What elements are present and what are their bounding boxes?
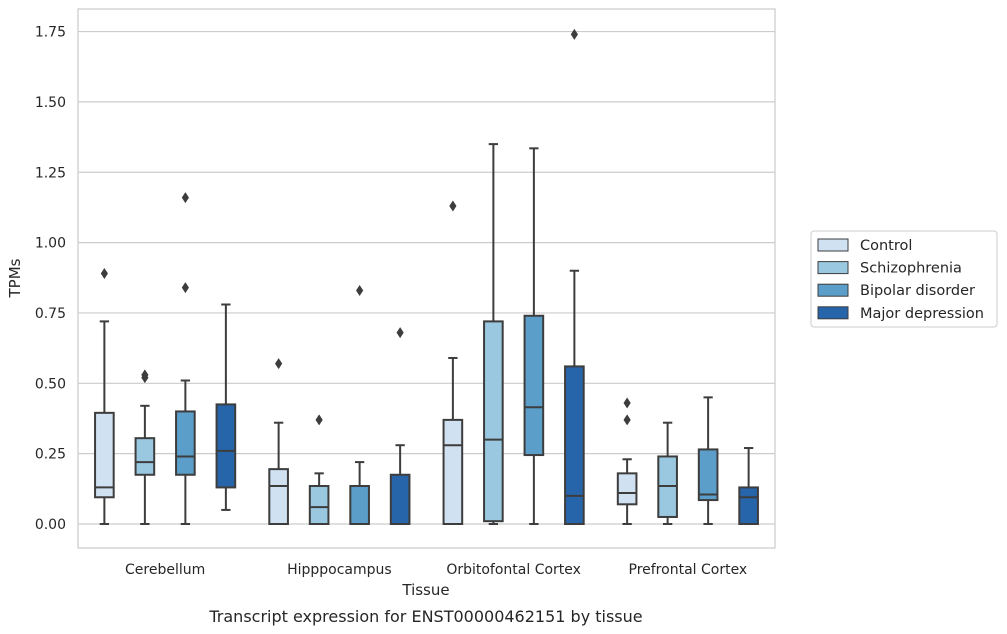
y-tick-label: 0.75 — [35, 306, 66, 322]
box-iqr — [697, 448, 719, 502]
plot-frame — [77, 8, 776, 549]
box-group — [349, 284, 370, 525]
box-iqr — [389, 473, 411, 526]
x-axis-ticks: Cerebellum Hipppocampus Orbitofontal Corte… — [125, 562, 747, 578]
series-major-depression — [215, 28, 759, 526]
box-iqr — [215, 403, 237, 489]
box-iqr — [94, 411, 115, 499]
box-group — [175, 192, 196, 525]
legend-item: Control — [817, 238, 912, 254]
box-iqr — [738, 486, 759, 525]
y-tick-label: 1.75 — [35, 25, 66, 41]
box-group — [523, 147, 545, 525]
outlier-point — [356, 284, 364, 296]
chart-caption: Transcript expression for ENST0000046215… — [208, 607, 642, 626]
x-tick-label: Hipppocampus — [287, 562, 392, 578]
box-group — [215, 303, 237, 511]
legend-frame — [810, 230, 998, 328]
legend-label: Control — [860, 238, 912, 254]
box-iqr — [442, 418, 464, 525]
outlier-point — [449, 200, 457, 212]
box-series — [94, 28, 759, 526]
box-group — [738, 447, 759, 525]
x-tick-label: Cerebellum — [125, 562, 205, 578]
outlier-point — [181, 282, 189, 294]
box-group — [268, 358, 289, 526]
box-iqr — [308, 485, 330, 525]
y-tick-label: 0.00 — [35, 517, 66, 533]
legend-swatch — [817, 261, 849, 275]
outlier-point — [623, 414, 631, 426]
box-iqr — [523, 314, 545, 457]
box-iqr — [483, 320, 504, 523]
y-tick-label: 1.25 — [35, 165, 66, 181]
y-axis-ticks: 0.00 0.25 0.50 0.75 1.00 1.25 1.50 1.75 — [35, 25, 66, 533]
box-group — [657, 421, 678, 525]
legend-swatch — [817, 306, 849, 320]
y-tick-label: 0.50 — [35, 376, 66, 392]
box-group — [564, 28, 585, 525]
series-bipolar-disorder — [175, 147, 719, 525]
box-group — [389, 327, 411, 526]
x-tick-label: Prefrontal Cortex — [629, 562, 748, 578]
y-tick-label: 1.50 — [35, 95, 66, 111]
outlier-point — [315, 414, 323, 426]
box-group — [483, 143, 504, 525]
x-axis-label: Tissue — [401, 581, 449, 599]
outlier-point — [623, 397, 631, 409]
x-tick-label: Orbitofontal Cortex — [446, 562, 581, 578]
outlier-point — [141, 369, 149, 381]
legend-label: Bipolar disorder — [860, 283, 975, 299]
box-iqr — [616, 472, 638, 506]
y-axis-label: TPMs — [6, 258, 24, 298]
legend-swatch — [817, 238, 849, 252]
box-group — [94, 268, 115, 525]
legend: Control Schizophrenia Bipolar disorder Majo… — [810, 230, 998, 328]
legend-item: Schizophrenia — [817, 261, 962, 277]
outlier-point — [396, 327, 404, 339]
outlier-point — [570, 28, 578, 40]
series-control — [94, 200, 638, 526]
box-group — [616, 397, 638, 525]
legend-items: Control Schizophrenia Bipolar disorder Majo… — [817, 238, 984, 322]
box-group — [442, 200, 464, 525]
legend-item: Major depression — [817, 306, 984, 322]
box-group — [697, 396, 719, 525]
box-iqr — [564, 365, 585, 525]
box-group — [308, 414, 330, 525]
y-tick-label: 0.25 — [35, 447, 66, 463]
legend-item: Bipolar disorder — [817, 283, 975, 299]
box-iqr — [134, 437, 156, 476]
y-tick-label: 1.00 — [35, 236, 66, 252]
box-iqr — [268, 468, 289, 526]
legend-label: Major depression — [860, 306, 984, 322]
box-iqr — [175, 410, 196, 476]
outlier-point — [181, 192, 189, 204]
outlier-point — [275, 358, 283, 370]
box-iqr — [349, 485, 370, 525]
legend-label: Schizophrenia — [860, 261, 962, 277]
outlier-point — [100, 268, 108, 280]
legend-swatch — [817, 283, 849, 297]
box-group — [134, 369, 156, 525]
series-schizophrenia — [134, 143, 678, 525]
